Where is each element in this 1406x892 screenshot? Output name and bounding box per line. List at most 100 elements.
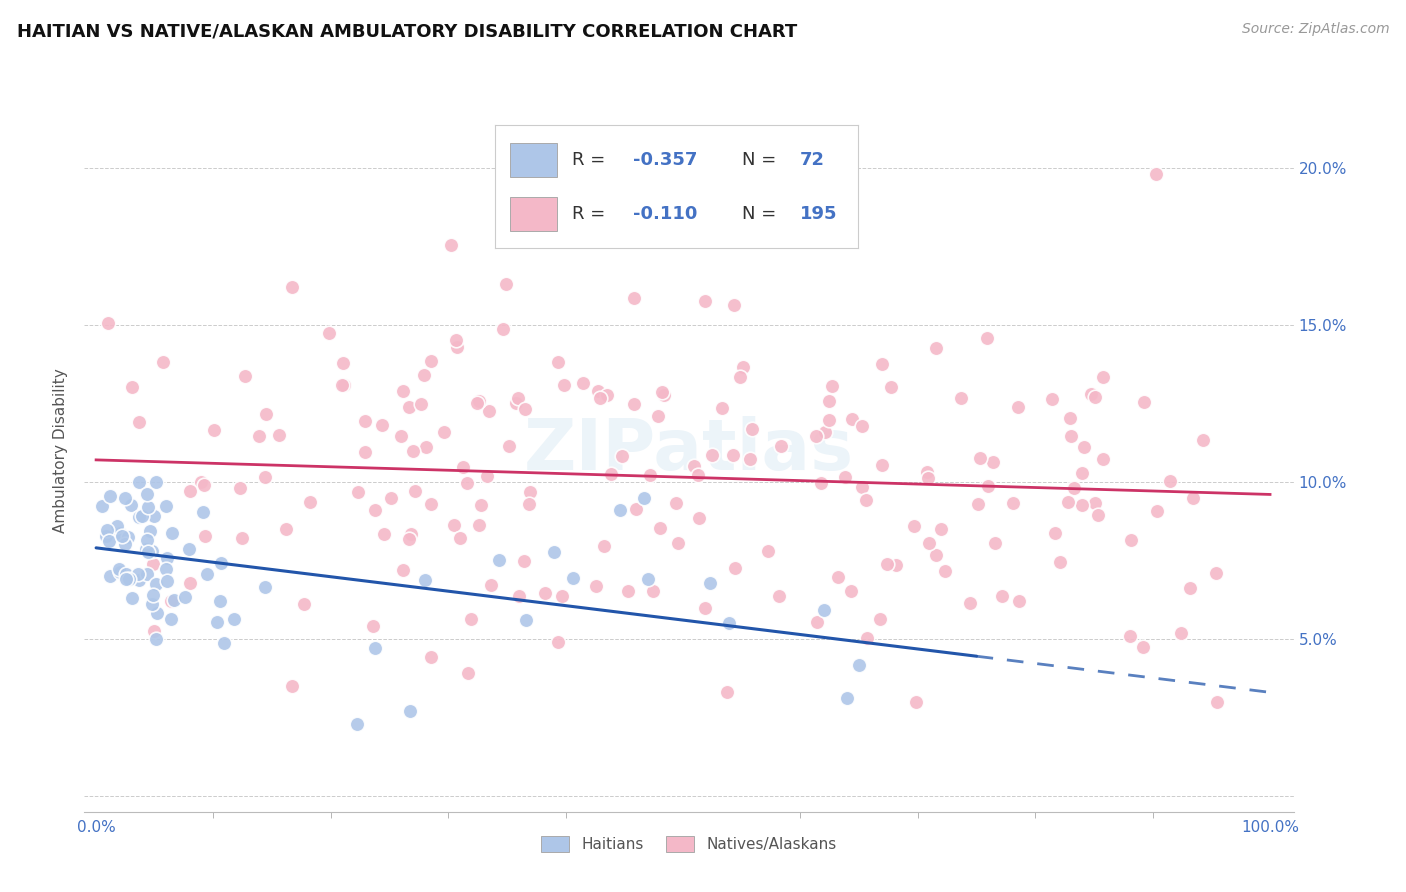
Point — [141, 544, 163, 558]
Point — [515, 613, 537, 627]
Point — [108, 526, 131, 541]
Point — [585, 578, 607, 592]
Point — [651, 384, 673, 399]
Text: ZIPatlas: ZIPatlas — [524, 416, 853, 485]
Point — [179, 483, 201, 498]
Point — [108, 565, 131, 579]
Point — [638, 468, 661, 483]
Point — [876, 557, 898, 571]
Point — [420, 497, 443, 511]
Point — [281, 679, 304, 693]
Point — [155, 562, 177, 576]
Point — [470, 498, 492, 512]
Point — [1060, 429, 1083, 443]
Point — [114, 566, 136, 581]
Point — [723, 298, 745, 312]
Point — [1063, 481, 1085, 495]
Point — [718, 616, 741, 631]
Point — [837, 691, 859, 706]
Point — [398, 400, 420, 414]
Point — [419, 354, 441, 368]
Point — [547, 355, 569, 369]
Point — [1073, 440, 1095, 454]
Point — [872, 458, 894, 473]
Point — [519, 485, 541, 500]
Text: Source: ZipAtlas.com: Source: ZipAtlas.com — [1241, 22, 1389, 37]
Point — [534, 585, 557, 599]
Point — [693, 600, 716, 615]
Point — [449, 531, 471, 545]
Point — [156, 550, 179, 565]
Point — [976, 330, 998, 344]
Point — [146, 606, 169, 620]
Point — [332, 356, 354, 370]
Point — [98, 490, 121, 504]
Point — [142, 588, 165, 602]
Point — [724, 561, 747, 575]
Point — [1084, 496, 1107, 510]
Point — [177, 542, 200, 557]
Point — [666, 536, 689, 550]
Point — [869, 612, 891, 626]
Point — [702, 448, 724, 462]
Point — [98, 533, 121, 548]
Point — [818, 413, 841, 427]
Point — [870, 357, 893, 371]
Point — [115, 572, 138, 586]
Point — [1007, 401, 1029, 415]
Point — [465, 396, 488, 410]
Point — [299, 495, 322, 509]
Point — [1170, 626, 1192, 640]
Point — [768, 589, 790, 603]
Point — [917, 471, 939, 485]
Point — [254, 407, 277, 421]
Point — [1071, 498, 1094, 512]
Point — [1059, 411, 1081, 425]
Point — [738, 451, 761, 466]
Point — [90, 499, 112, 513]
Point — [1178, 581, 1201, 595]
Point — [1146, 504, 1168, 518]
Point — [851, 480, 873, 494]
Point — [97, 316, 120, 330]
Point — [723, 448, 745, 462]
Point — [404, 484, 426, 499]
Point — [609, 503, 631, 517]
Point — [249, 428, 271, 442]
Point — [209, 556, 232, 570]
Point — [209, 594, 232, 608]
Point — [716, 685, 738, 699]
Point — [105, 519, 128, 533]
Point — [553, 378, 575, 392]
Point — [917, 535, 939, 549]
Point — [488, 552, 510, 566]
Point — [770, 439, 793, 453]
Point — [229, 481, 252, 495]
Point — [817, 394, 839, 409]
Point — [281, 279, 304, 293]
Point — [446, 341, 468, 355]
Point — [399, 526, 422, 541]
Point — [589, 391, 612, 405]
Point — [508, 589, 530, 603]
Point — [443, 517, 465, 532]
Point — [547, 634, 569, 648]
Point — [141, 597, 163, 611]
Point — [128, 573, 150, 587]
Point — [318, 326, 340, 340]
Point — [641, 583, 664, 598]
Point — [977, 478, 1000, 492]
Point — [731, 360, 754, 375]
Point — [903, 519, 925, 533]
Point — [1002, 496, 1025, 510]
Point — [159, 612, 181, 626]
Point — [467, 517, 489, 532]
Point — [191, 505, 214, 519]
Point — [292, 598, 315, 612]
Point — [695, 293, 717, 308]
Point — [983, 455, 1005, 469]
Point — [1191, 433, 1213, 447]
Point — [194, 529, 217, 543]
Point — [253, 470, 276, 484]
Point — [610, 230, 633, 244]
